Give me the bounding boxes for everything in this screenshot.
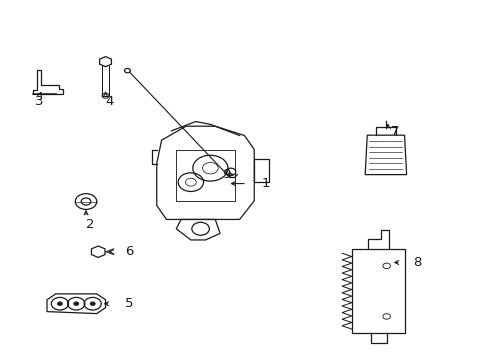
Text: 6: 6 xyxy=(125,245,133,258)
Circle shape xyxy=(73,302,79,306)
Circle shape xyxy=(90,302,95,306)
Circle shape xyxy=(57,302,62,306)
Text: 5: 5 xyxy=(125,297,133,310)
Text: 2: 2 xyxy=(86,218,94,231)
Text: 7: 7 xyxy=(390,125,399,138)
Text: 1: 1 xyxy=(261,177,269,190)
Text: 4: 4 xyxy=(105,95,114,108)
Text: 3: 3 xyxy=(35,95,43,108)
Text: 9: 9 xyxy=(222,168,230,181)
Text: 8: 8 xyxy=(412,256,420,269)
